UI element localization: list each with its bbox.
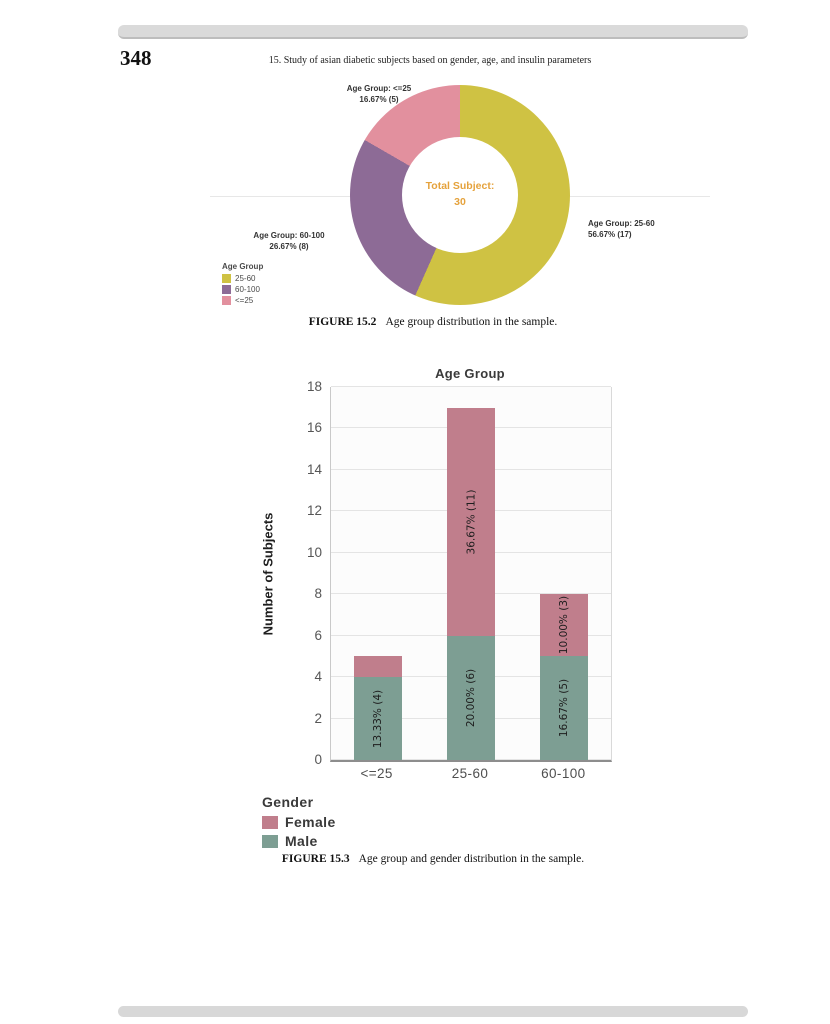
legend-label: <=25 <box>235 296 254 305</box>
figure-15-2-caption: FIGURE 15.2 Age group distribution in the… <box>118 316 748 328</box>
donut-callout-le25: Age Group: <=25 16.67% (5) <box>323 84 435 106</box>
donut-legend-item: 25-60 <box>222 274 263 283</box>
figure-15-3-caption: FIGURE 15.3 Age group and gender distribu… <box>118 853 748 865</box>
callout-line2: 16.67% (5) <box>359 94 399 104</box>
x-tick-label: 25-60 <box>451 766 489 781</box>
bar-legend-title: Gender <box>262 794 314 810</box>
legend-label: Female <box>285 814 336 830</box>
page-number: 348 <box>120 46 152 70</box>
legend-swatch <box>262 834 278 848</box>
callout-line1: Age Group: <=25 <box>346 84 412 93</box>
donut-callout-60-100: Age Group: 60-100 26.67% (8) <box>237 231 341 253</box>
bar-segment-label: 16.67% (5) <box>558 679 571 738</box>
y-tick-label: 2 <box>314 710 322 726</box>
bar-segment-label: 36.67% (11) <box>465 489 477 555</box>
bar-segment-female: 10.00% (3) <box>540 594 589 657</box>
bar-segment-label: 10.00% (3) <box>558 596 571 655</box>
bar-chart-title: Age Group <box>435 366 505 381</box>
y-tick-label: 10 <box>306 544 322 560</box>
y-tick-label: 16 <box>306 420 322 436</box>
grid-line <box>331 386 611 387</box>
y-tick-label: 18 <box>306 379 322 394</box>
donut-legend-item: 60-100 <box>222 285 263 294</box>
y-tick-label: 0 <box>314 752 322 767</box>
bar-segment-female: 36.67% (11) <box>447 407 495 636</box>
donut-callout-25-60: Age Group: 25-60 56.67% (17) <box>588 219 688 241</box>
bar-legend-item: Female <box>262 814 336 830</box>
legend-label: 60-100 <box>235 285 260 294</box>
bar-60-100: 10.00% (3) 16.67% (5) <box>540 594 589 760</box>
bar-segment-male: 16.67% (5) <box>540 656 589 760</box>
callout-line2: 56.67% (17) <box>588 229 632 239</box>
caption-text: Age group and gender distribution in the… <box>358 853 585 865</box>
callout-line2: 26.67% (8) <box>269 241 309 251</box>
x-tick-label: 60-100 <box>541 766 586 781</box>
y-tick-label: 6 <box>314 627 322 643</box>
caption-text: Age group distribution in the sample. <box>385 316 558 328</box>
donut-legend-item: <=25 <box>222 296 263 305</box>
bar-chart-plot: 13.33% (4) 36.67% (11) 20.00% (6) 10.00% (3… <box>330 386 612 762</box>
legend-swatch <box>222 274 231 283</box>
bar-25-60: 36.67% (11) 20.00% (6) <box>447 407 495 760</box>
legend-swatch <box>222 296 231 305</box>
y-tick-label: 12 <box>306 503 322 519</box>
bar-segment-female <box>353 656 402 678</box>
callout-line1: Age Group: 60-100 <box>253 231 325 240</box>
legend-swatch <box>262 815 278 829</box>
bar-<=25: 13.33% (4) <box>353 656 402 760</box>
y-tick-label: 4 <box>314 669 322 685</box>
caption-label: FIGURE 15.2 <box>308 316 377 328</box>
y-axis-label: Number of Subjects <box>260 512 276 636</box>
y-tick-label: 8 <box>314 586 322 602</box>
donut-legend: Age Group 25-60 60-100 <=25 <box>222 262 263 307</box>
bar-legend-rows: Female Male <box>262 814 336 849</box>
bar-segment-label: 13.33% (4) <box>371 689 384 748</box>
bar-segment-male: 13.33% (4) <box>353 677 402 760</box>
x-tick-label: <=25 <box>360 766 393 781</box>
legend-label: Male <box>285 833 318 849</box>
running-header: 15. Study of asian diabetic subjects bas… <box>268 55 592 66</box>
donut-center-value: 30 <box>454 196 466 208</box>
legend-swatch <box>222 285 231 294</box>
bar-segment-label: 20.00% (6) <box>465 668 477 727</box>
bar-legend: Gender Female Male <box>262 794 336 852</box>
donut-chart: Total Subject: 30 <box>350 85 570 305</box>
top-rule <box>118 25 748 39</box>
caption-label: FIGURE 15.3 <box>281 853 350 865</box>
donut-center: Total Subject: 30 <box>402 137 518 253</box>
legend-label: 25-60 <box>235 274 256 283</box>
bar-legend-item: Male <box>262 833 336 849</box>
bottom-rule <box>118 1006 748 1017</box>
callout-line1: Age Group: 25-60 <box>588 219 655 228</box>
donut-legend-title: Age Group <box>222 262 264 271</box>
donut-legend-rows: 25-60 60-100 <=25 <box>222 274 263 305</box>
y-tick-label: 14 <box>306 461 322 477</box>
bar-segment-male: 20.00% (6) <box>447 635 495 760</box>
donut-center-label: Total Subject: <box>425 180 495 193</box>
